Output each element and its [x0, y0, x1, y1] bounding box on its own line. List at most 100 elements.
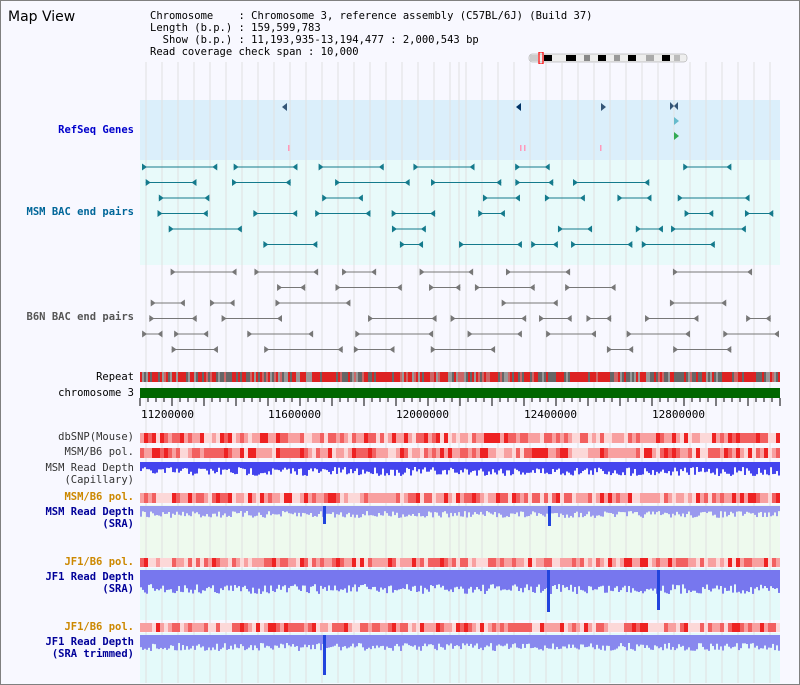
pol-cell: [204, 493, 208, 503]
depth-bar: [216, 462, 218, 473]
depth-bar: [634, 570, 636, 591]
depth-bar: [766, 635, 768, 650]
repeat-segment: [636, 372, 638, 382]
pol-cell: [656, 433, 660, 443]
depth-bar: [568, 570, 570, 591]
pol-cell: [504, 448, 508, 458]
depth-bar: [294, 570, 296, 585]
pol-cell: [416, 623, 420, 632]
pol-cell: [480, 433, 484, 443]
msm-bac-pair-end: [684, 210, 690, 217]
depth-bar: [170, 506, 172, 518]
pol-cell: [488, 448, 492, 458]
pol-cell: [316, 433, 320, 443]
depth-bar: [212, 462, 214, 471]
b6n-bac-pair-end: [300, 284, 306, 291]
depth-bar: [592, 506, 594, 516]
depth-bar: [492, 570, 494, 585]
depth-bar: [278, 462, 280, 471]
pol-cell: [660, 493, 664, 503]
msm-b6-pol-2-label[interactable]: MSM/B6 pol.: [64, 491, 134, 503]
depth-bar: [732, 635, 734, 648]
depth-bar: [250, 635, 252, 646]
jf1-read-depth-trimmed-label[interactable]: JF1 Read Depth (SRA trimmed): [45, 636, 134, 660]
depth-bar: [664, 462, 666, 473]
b6n-bac-pair-end: [275, 299, 281, 307]
repeat-segment: [260, 372, 262, 382]
jf1-b6-pol-label[interactable]: JF1/B6 pol.: [64, 556, 134, 568]
depth-bar: [172, 570, 174, 593]
depth-bar: [616, 635, 618, 649]
depth-bar: [552, 570, 554, 587]
repeat-segment: [706, 372, 708, 382]
depth-bar: [532, 462, 534, 471]
show-range-info: Show (b.p.) : 11,193,935-13,194,477 : 2,…: [150, 34, 479, 46]
depth-bar: [374, 506, 376, 517]
repeat-segment: [548, 372, 550, 382]
pol-cell: [680, 433, 684, 443]
chromosome-ideogram[interactable]: [528, 52, 690, 64]
msm-bac-label[interactable]: MSM BAC end pairs: [26, 206, 134, 218]
repeat-segment: [600, 372, 602, 382]
depth-bar: [412, 635, 414, 647]
repeat-segment: [664, 372, 666, 382]
depth-bar: [432, 462, 434, 468]
msm-bac-pair-end: [404, 179, 410, 186]
depth-bar: [734, 635, 736, 647]
depth-bar: [342, 570, 344, 590]
pol-cell: [592, 448, 596, 458]
depth-bar: [730, 570, 732, 586]
pol-cell: [532, 433, 536, 443]
b6n-bac-pair-end: [723, 330, 729, 338]
b6n-bac-pair-end: [170, 268, 176, 276]
depth-bar: [632, 570, 634, 589]
depth-bar: [268, 635, 270, 647]
depth-bar: [244, 570, 246, 586]
depth-bar: [546, 506, 548, 514]
depth-bar: [374, 635, 376, 649]
refseq-label[interactable]: RefSeq Genes: [58, 124, 134, 136]
repeat-segment: [638, 372, 640, 382]
depth-bar: [478, 570, 480, 590]
depth-bar: [770, 635, 772, 648]
depth-bar: [648, 506, 650, 512]
b6n-bac-label[interactable]: B6N BAC end pairs: [26, 311, 134, 323]
pol-cell: [468, 448, 472, 458]
depth-bar: [672, 506, 674, 514]
repeat-segment: [182, 372, 184, 382]
depth-bar: [222, 462, 224, 470]
msm-bac-pair-end: [459, 241, 465, 248]
pol-cell: [704, 448, 708, 458]
depth-bar: [322, 570, 324, 589]
pol-cell: [236, 433, 240, 443]
b6n-bac-pair-end: [355, 330, 361, 338]
depth-bar: [288, 570, 290, 588]
depth-bar: [368, 506, 370, 516]
jf1-b6-pol-2-label[interactable]: JF1/B6 pol.: [64, 621, 134, 633]
depth-bar: [226, 506, 228, 517]
depth-bar: [610, 462, 612, 476]
pol-cell: [228, 433, 232, 443]
pol-cell: [604, 448, 608, 458]
depth-bar: [776, 570, 778, 589]
depth-bar: [284, 462, 286, 468]
depth-bar: [656, 462, 658, 472]
depth-bar: [740, 462, 742, 472]
depth-bar: [716, 570, 718, 586]
depth-bar: [668, 635, 670, 644]
depth-bar: [238, 635, 240, 649]
depth-bar: [510, 570, 512, 591]
msm-read-depth-sra-label[interactable]: MSM Read Depth (SRA): [45, 506, 134, 530]
depth-bar: [560, 462, 562, 475]
depth-bar: [246, 635, 248, 650]
b6n-bac-pair-end: [428, 330, 434, 338]
depth-bar: [330, 462, 332, 475]
pol-cell: [760, 493, 764, 503]
pol-cell: [720, 448, 724, 458]
gene-marker: [674, 117, 679, 125]
jf1-read-depth-sra-label[interactable]: JF1 Read Depth (SRA): [45, 571, 134, 595]
depth-bar: [658, 635, 660, 649]
repeat-segment: [694, 372, 696, 382]
depth-bar: [616, 570, 618, 587]
